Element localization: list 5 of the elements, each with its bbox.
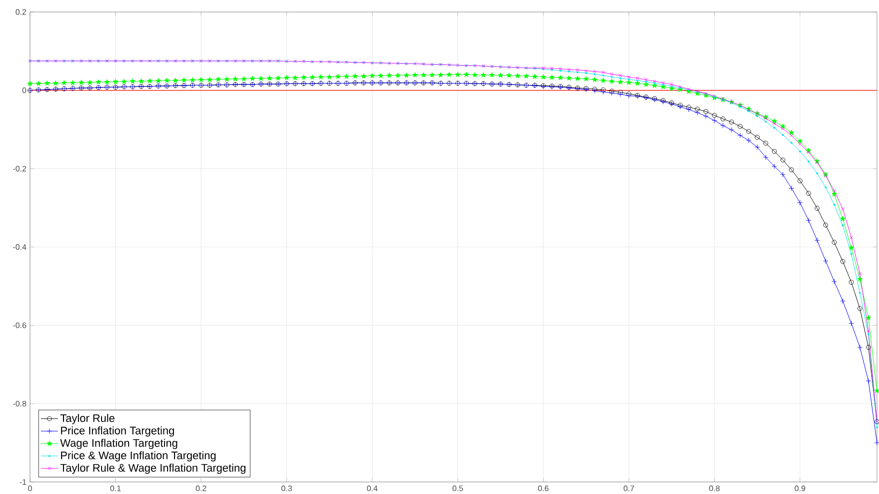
legend-label: Taylor Rule & Wage Inflation Targeting xyxy=(60,464,246,474)
legend-label: Price & Wage Inflation Targeting xyxy=(61,451,216,462)
legend-label: Wage Inflation Targeting xyxy=(60,438,178,450)
legend-label: Price Inflation Targeting xyxy=(61,426,174,437)
legend-label: Taylor Rule xyxy=(60,414,114,424)
